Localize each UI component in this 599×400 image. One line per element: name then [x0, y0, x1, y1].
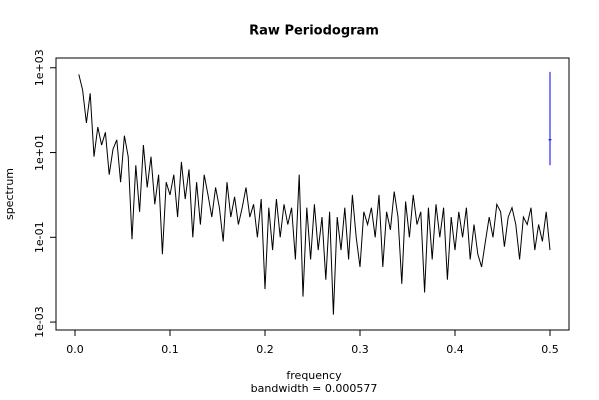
y-tick-label: 1e-03 — [33, 306, 46, 338]
spectrum-line — [78, 74, 551, 315]
chart-title: Raw Periodogram — [249, 24, 379, 39]
plot-frame — [55, 57, 570, 331]
y-tick-label: 1e-01 — [33, 221, 46, 253]
x-tick-label: 0.5 — [541, 343, 559, 356]
x-axis-label: frequency — [286, 369, 342, 382]
x-tick-label: 0.3 — [351, 343, 369, 356]
y-tick-label: 1e+01 — [33, 134, 46, 171]
x-tick-label: 0.4 — [446, 343, 464, 356]
x-tick-label: 0.1 — [161, 343, 179, 356]
bandwidth-note: bandwidth = 0.000577 — [251, 382, 378, 395]
x-tick-label: 0.2 — [256, 343, 274, 356]
y-axis-label: spectrum — [3, 168, 16, 220]
y-tick-label: 1e+03 — [33, 49, 46, 86]
x-tick-label: 0.0 — [66, 343, 84, 356]
